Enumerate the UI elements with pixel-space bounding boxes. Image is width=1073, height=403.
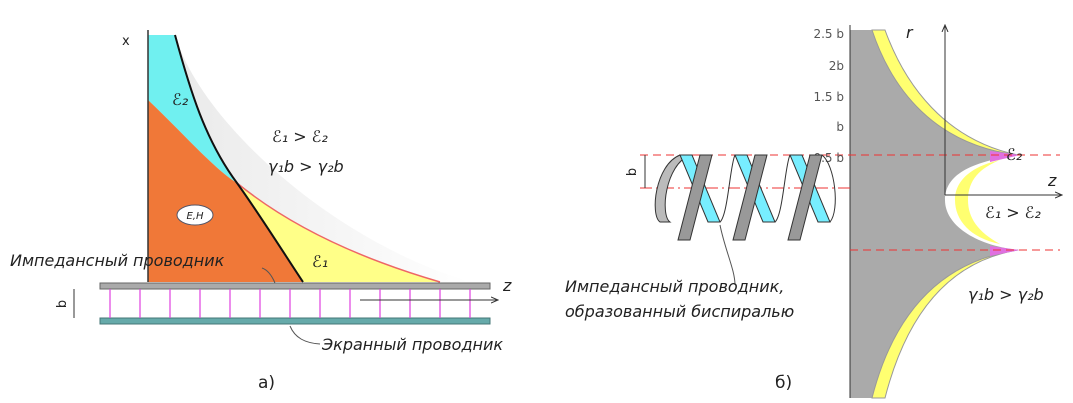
screen-label: Экранный проводник [321, 335, 503, 354]
caption: б) [775, 373, 792, 393]
gamma-relation: γ₁b > γ₂b [268, 157, 344, 176]
figure: x ℰ₂ ℰ₁ > ℰ₂ γ₁b > γ₂b E,H ℰ₁ z b Импеда… [0, 0, 1073, 403]
axis-label: r [906, 23, 914, 42]
tip [990, 246, 1020, 256]
leader [720, 225, 735, 285]
tick-label: 2b [829, 59, 844, 73]
panel-b: r z 2.5 b 2b 1.5 b b 0.5 b b Импедансный… [565, 23, 1062, 398]
eps-relation: ℰ₁ > ℰ₂ [272, 127, 328, 146]
field-label: E,H [186, 211, 203, 222]
gamma-relation: γ₁b > γ₂b [968, 285, 1044, 304]
tick-label: 1.5 b [813, 90, 844, 104]
axis-label: x [122, 34, 130, 49]
eps2-label: ℰ₂ [172, 90, 189, 109]
screen-plate [100, 318, 490, 324]
impedance-label: Импедансный проводник [10, 251, 225, 270]
impedance-plate [100, 283, 490, 289]
tick-label: b [836, 120, 844, 134]
tick-label: 2.5 b [813, 27, 844, 41]
leader [290, 326, 320, 344]
conductor-label: образованный биспиралью [565, 302, 794, 321]
gap-label: b [55, 300, 70, 308]
axis-label: z [502, 276, 512, 295]
panel-a: x ℰ₂ ℰ₁ > ℰ₂ γ₁b > γ₂b E,H ℰ₁ z b Импеда… [10, 30, 512, 393]
gap-label: b [625, 168, 640, 176]
eps1-label: ℰ₁ [312, 252, 328, 271]
eps2-label: ℰ₂ [1006, 145, 1023, 164]
posts [110, 289, 470, 318]
caption: а) [258, 373, 275, 393]
conductor-label: Импедансный проводник, [565, 277, 784, 296]
axis-label: z [1047, 171, 1057, 190]
bispiral [655, 155, 835, 240]
eps-relation: ℰ₁ > ℰ₂ [985, 203, 1041, 222]
